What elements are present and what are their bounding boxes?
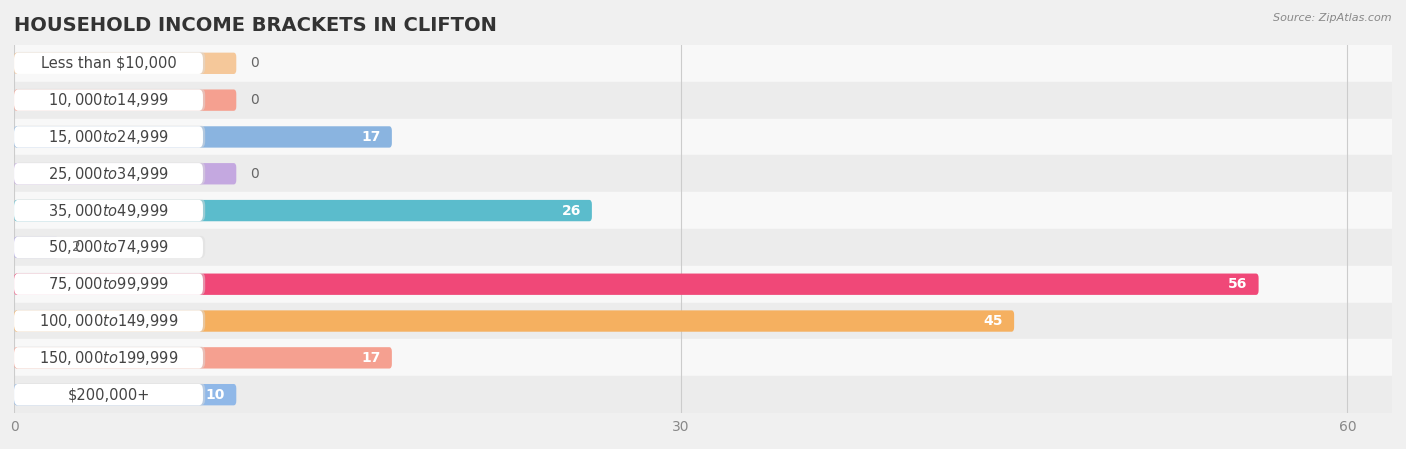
FancyBboxPatch shape — [14, 384, 236, 405]
Text: HOUSEHOLD INCOME BRACKETS IN CLIFTON: HOUSEHOLD INCOME BRACKETS IN CLIFTON — [14, 16, 496, 35]
FancyBboxPatch shape — [14, 53, 202, 74]
Text: 0: 0 — [250, 167, 259, 181]
Text: $25,000 to $34,999: $25,000 to $34,999 — [48, 165, 169, 183]
Text: Source: ZipAtlas.com: Source: ZipAtlas.com — [1274, 13, 1392, 23]
Bar — [14, 266, 1392, 303]
FancyBboxPatch shape — [14, 200, 202, 221]
FancyBboxPatch shape — [15, 273, 205, 295]
FancyBboxPatch shape — [14, 200, 592, 221]
Text: $100,000 to $149,999: $100,000 to $149,999 — [39, 312, 179, 330]
Bar — [14, 45, 1392, 82]
Text: 0: 0 — [250, 56, 259, 70]
Bar — [14, 376, 1392, 413]
Text: $75,000 to $99,999: $75,000 to $99,999 — [48, 275, 169, 293]
FancyBboxPatch shape — [14, 347, 202, 369]
Bar — [14, 229, 1392, 266]
Text: $150,000 to $199,999: $150,000 to $199,999 — [39, 349, 179, 367]
FancyBboxPatch shape — [14, 384, 202, 405]
Text: $50,000 to $74,999: $50,000 to $74,999 — [48, 238, 169, 256]
FancyBboxPatch shape — [15, 126, 205, 148]
FancyBboxPatch shape — [14, 310, 1014, 332]
FancyBboxPatch shape — [14, 126, 392, 148]
Text: $200,000+: $200,000+ — [67, 387, 149, 402]
FancyBboxPatch shape — [15, 52, 205, 74]
FancyBboxPatch shape — [15, 89, 205, 111]
FancyBboxPatch shape — [14, 89, 202, 111]
FancyBboxPatch shape — [14, 163, 202, 185]
Text: 56: 56 — [1227, 277, 1247, 291]
Bar — [14, 192, 1392, 229]
FancyBboxPatch shape — [14, 310, 202, 332]
Text: $15,000 to $24,999: $15,000 to $24,999 — [48, 128, 169, 146]
Text: 17: 17 — [361, 130, 381, 144]
Text: $10,000 to $14,999: $10,000 to $14,999 — [48, 91, 169, 109]
FancyBboxPatch shape — [14, 237, 202, 258]
Text: 10: 10 — [205, 387, 225, 402]
Bar — [14, 119, 1392, 155]
Text: Less than $10,000: Less than $10,000 — [41, 56, 176, 71]
FancyBboxPatch shape — [15, 383, 205, 405]
FancyBboxPatch shape — [14, 273, 202, 295]
Bar — [14, 155, 1392, 192]
Bar — [14, 339, 1392, 376]
FancyBboxPatch shape — [15, 236, 205, 258]
FancyBboxPatch shape — [15, 199, 205, 221]
FancyBboxPatch shape — [14, 237, 59, 258]
FancyBboxPatch shape — [14, 273, 1258, 295]
FancyBboxPatch shape — [14, 163, 236, 185]
Text: $35,000 to $49,999: $35,000 to $49,999 — [48, 202, 169, 220]
Text: 45: 45 — [984, 314, 1002, 328]
FancyBboxPatch shape — [14, 53, 236, 74]
FancyBboxPatch shape — [15, 310, 205, 332]
Bar — [14, 82, 1392, 119]
FancyBboxPatch shape — [14, 126, 202, 148]
FancyBboxPatch shape — [15, 347, 205, 369]
FancyBboxPatch shape — [14, 89, 236, 111]
Text: 26: 26 — [561, 203, 581, 218]
Text: 0: 0 — [250, 93, 259, 107]
Text: 2: 2 — [72, 240, 80, 255]
Bar — [14, 303, 1392, 339]
FancyBboxPatch shape — [15, 163, 205, 185]
Text: 17: 17 — [361, 351, 381, 365]
FancyBboxPatch shape — [14, 347, 392, 369]
